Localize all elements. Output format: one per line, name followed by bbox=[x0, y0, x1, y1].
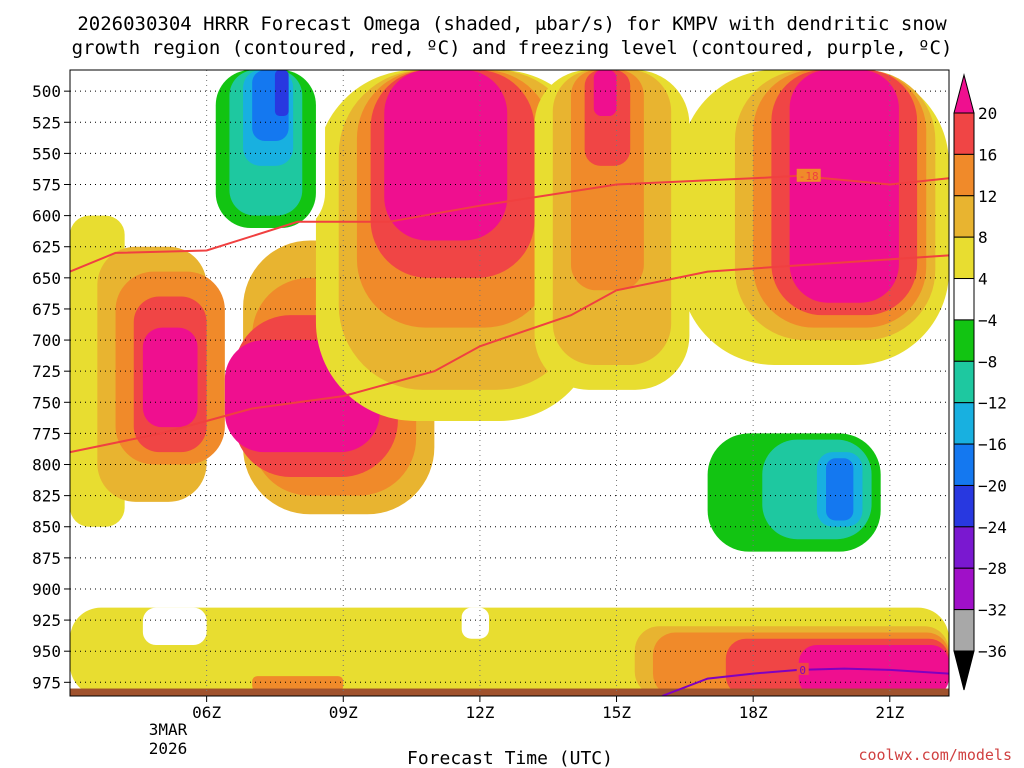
colorbar-segment-7 bbox=[953, 402, 975, 445]
y-tick-label-600: 600 bbox=[32, 207, 61, 226]
colorbar-label-5: −4 bbox=[978, 311, 997, 330]
y-axis: 500 525 550 575 600 625 650 675 700 725 750 775 800 8… bbox=[32, 82, 70, 692]
omega-cell-35 bbox=[274, 70, 289, 117]
colorbar-label-6: −8 bbox=[978, 352, 997, 371]
y-tick-label-900: 900 bbox=[32, 580, 61, 599]
colorbar-segment-12 bbox=[953, 609, 975, 652]
colorbar-label-12: −32 bbox=[978, 601, 1007, 620]
y-tick-label-775: 775 bbox=[32, 424, 61, 443]
omega-cell-42 bbox=[461, 607, 490, 639]
y-tick-label-500: 500 bbox=[32, 82, 61, 101]
dendritic-contour-label: -18 bbox=[799, 170, 819, 183]
colorbar-label-10: −24 bbox=[978, 518, 1007, 537]
colorbar-label-9: −20 bbox=[978, 476, 1007, 495]
colorbar-segment-1 bbox=[953, 153, 975, 197]
omega-cell-13 bbox=[384, 70, 508, 241]
colorbar-segment-10 bbox=[953, 526, 975, 569]
y-tick-label-825: 825 bbox=[32, 487, 61, 506]
colorbar-label-7: −12 bbox=[978, 394, 1007, 413]
colorbar-segment-0 bbox=[953, 112, 975, 155]
x-tick-label-18Z: 18Z bbox=[739, 703, 768, 722]
contour-lines: -18 0 bbox=[70, 168, 949, 696]
y-tick-label-925: 925 bbox=[32, 611, 61, 630]
y-tick-label-575: 575 bbox=[32, 175, 61, 194]
colorbar-label-8: −16 bbox=[978, 435, 1007, 454]
dendritic-contour-upper bbox=[70, 174, 949, 273]
colorbar-segment-11 bbox=[953, 567, 975, 611]
x-axis-label: Forecast Time (UTC) bbox=[407, 748, 613, 768]
colorbar-label-3: 8 bbox=[978, 228, 988, 247]
y-tick-label-850: 850 bbox=[32, 518, 61, 537]
y-tick-label-675: 675 bbox=[32, 300, 61, 319]
y-tick-label-625: 625 bbox=[32, 238, 61, 257]
y-tick-label-650: 650 bbox=[32, 269, 61, 288]
y-tick-label-700: 700 bbox=[32, 331, 61, 350]
colorbar-segment-9 bbox=[953, 484, 975, 528]
x-tick-label-15Z: 15Z bbox=[602, 703, 631, 722]
x-tick-label-12Z: 12Z bbox=[465, 703, 494, 722]
omega-cell-40 bbox=[826, 458, 854, 521]
colorbar-label-13: −36 bbox=[978, 642, 1007, 661]
plot-frame bbox=[69, 69, 950, 697]
x-tick-label-09Z: 09Z bbox=[329, 703, 358, 722]
x-tick-label-06Z: 06Z bbox=[192, 703, 221, 722]
omega-cell-28 bbox=[798, 644, 949, 696]
y-tick-label-525: 525 bbox=[32, 113, 61, 132]
credit-label: coolwx.com/models bbox=[858, 746, 1012, 764]
dendritic-contour-lower bbox=[70, 254, 949, 454]
dendritic-label-bg bbox=[796, 168, 821, 182]
colorbar-top-triangle bbox=[953, 73, 975, 114]
colorbar-label-4: 4 bbox=[978, 270, 988, 289]
y-tick-label-725: 725 bbox=[32, 362, 61, 381]
y-tick-label-975: 975 bbox=[32, 673, 61, 692]
chart-title-line1: 2026030304 HRRR Forecast Omega (shaded, … bbox=[77, 13, 947, 35]
freezing-contour-label: 0 bbox=[799, 664, 806, 677]
y-tick-label-800: 800 bbox=[32, 456, 61, 475]
colorbar-label-2: 12 bbox=[978, 187, 997, 206]
freezing-label-bg bbox=[796, 662, 809, 675]
colorbar-segment-8 bbox=[953, 443, 975, 486]
y-tick-label-550: 550 bbox=[32, 144, 61, 163]
ground-band bbox=[70, 688, 949, 696]
colorbar-segment-3 bbox=[953, 236, 975, 280]
omega-cell-4 bbox=[142, 327, 198, 428]
omega-cell-23 bbox=[789, 70, 899, 303]
date-label-year: 2026 bbox=[149, 739, 188, 758]
x-axis: 06Z 09Z 12Z 15Z 18Z 21Z bbox=[192, 696, 905, 722]
y-tick-label-875: 875 bbox=[32, 549, 61, 568]
ground-layer bbox=[70, 688, 949, 696]
date-label-month: 3MAR bbox=[149, 720, 188, 739]
colorbar-label-0: 20 bbox=[978, 104, 997, 123]
colorbar-bottom-triangle bbox=[953, 650, 975, 691]
omega-cell-29 bbox=[252, 676, 344, 692]
y-tick-label-750: 750 bbox=[32, 393, 61, 412]
y-tick-label-950: 950 bbox=[32, 642, 61, 661]
colorbar: 20 16 12 8 4 −4 −8 −12 −16 −20 −24 −28 −32 −36 bbox=[953, 73, 1007, 691]
colorbar-segment-2 bbox=[953, 195, 975, 238]
omega-cell-41 bbox=[142, 607, 207, 645]
colorbar-segment-4 bbox=[953, 278, 975, 321]
colorbar-segment-6 bbox=[953, 360, 975, 404]
colorbar-label-1: 16 bbox=[978, 145, 997, 164]
chart-title-line2: growth region (contoured, red, ºC) and f… bbox=[72, 37, 953, 59]
omega-shading bbox=[70, 70, 949, 696]
colorbar-label-11: −28 bbox=[978, 559, 1007, 578]
omega-cell-18 bbox=[593, 70, 617, 117]
colorbar-segment-5 bbox=[953, 319, 975, 362]
x-tick-label-21Z: 21Z bbox=[875, 703, 904, 722]
